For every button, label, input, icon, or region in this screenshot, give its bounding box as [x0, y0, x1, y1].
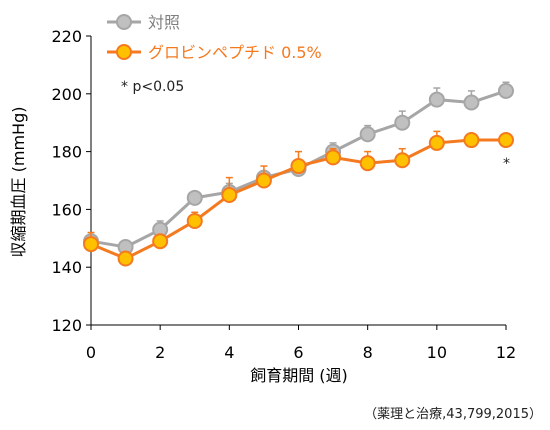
x-tick-label: 10: [427, 343, 447, 362]
data-point: [394, 152, 411, 169]
legend-label: 対照: [148, 13, 180, 32]
y-tick-label: 180: [51, 143, 82, 162]
data-point: [186, 189, 203, 206]
x-tick-label: 12: [496, 343, 516, 362]
data-point: [290, 158, 307, 175]
data-point: [117, 250, 134, 267]
data-point: [498, 82, 514, 99]
x-axis-title: 飼育期間 (週): [250, 366, 348, 385]
data-point: [463, 94, 480, 111]
y-tick-labels: 120 140 160 180 200 220: [51, 27, 91, 335]
series-2: [83, 130, 514, 267]
data-point: [498, 132, 514, 149]
y-tick-label: 160: [51, 200, 82, 219]
significance-note: * p<0.05: [121, 79, 184, 95]
y-tick-label: 120: [51, 316, 82, 335]
data-point: [152, 233, 169, 250]
data-point: [428, 91, 445, 108]
series-layer: [83, 81, 514, 267]
data-point: [394, 114, 411, 131]
x-tick-label: 2: [155, 343, 165, 362]
x-tick-label: 8: [363, 343, 373, 362]
data-point: [255, 172, 272, 189]
y-tick-label: 220: [51, 27, 82, 46]
x-tick-label: 0: [86, 343, 96, 362]
data-point: [428, 134, 445, 151]
legend-marker: [116, 44, 132, 60]
y-axis-title: 収縮期血圧 (mmHg): [9, 107, 28, 258]
source-citation: （薬理と治療,43,799,2015）: [364, 407, 542, 422]
data-point: [83, 236, 99, 253]
data-point: [186, 212, 203, 229]
x-tick-label: 4: [224, 343, 234, 362]
x-tick-labels: 0 2 4 6 8 10 12: [86, 325, 516, 362]
significance-mark: *: [503, 156, 510, 172]
data-point: [359, 155, 376, 172]
y-tick-label: 140: [51, 258, 82, 277]
data-point: [325, 149, 342, 166]
data-point: [359, 126, 376, 143]
x-tick-label: 6: [293, 343, 303, 362]
legend-marker: [116, 14, 132, 30]
data-point: [463, 132, 480, 149]
y-tick-label: 200: [51, 85, 82, 104]
data-point: [221, 186, 238, 203]
legend-label: グロビンペプチド 0.5%: [148, 43, 322, 62]
